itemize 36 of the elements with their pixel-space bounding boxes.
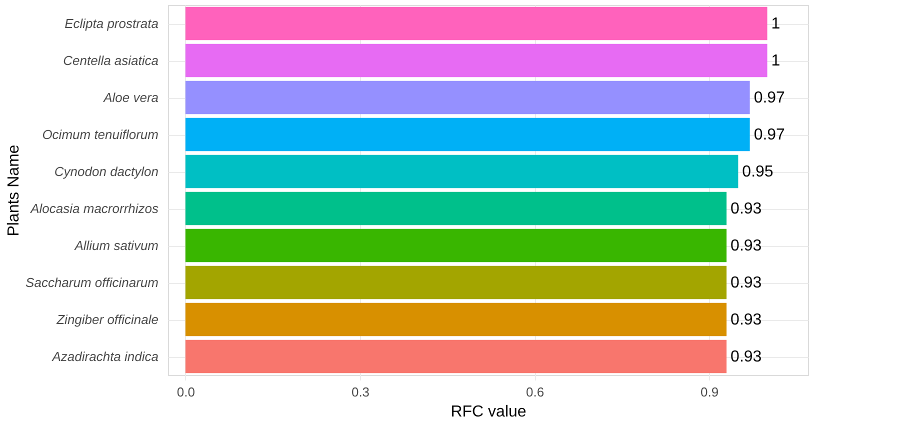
data-label: 1	[771, 16, 780, 32]
y-tick-label: Zingiber officinale	[56, 312, 158, 327]
bar	[185, 6, 768, 40]
bar	[185, 192, 727, 226]
y-tick-label: Ocimum tenuiflorum	[42, 127, 159, 142]
bar	[185, 80, 750, 114]
x-tick-label: 0.0	[176, 384, 195, 400]
bar	[185, 266, 727, 300]
x-tick-label: 0.3	[351, 384, 370, 400]
data-label: 0.93	[730, 238, 762, 254]
bar	[185, 228, 727, 262]
bar	[185, 302, 727, 336]
bar	[185, 340, 727, 374]
data-label: 0.93	[730, 348, 762, 366]
data-label: 0.97	[754, 90, 786, 106]
data-label: 0.97	[754, 126, 786, 144]
y-tick-label: Allium sativum	[74, 238, 159, 253]
data-label: 0.93	[730, 312, 762, 328]
y-tick-label: Centella asiatica	[63, 53, 158, 68]
y-tick-label: Eclipta prostrata	[64, 16, 158, 31]
bar	[185, 154, 738, 188]
y-tick-label: Saccharum officinarum	[26, 275, 159, 290]
data-label: 0.93	[730, 274, 762, 292]
data-label: 1	[771, 52, 780, 70]
x-axis-title: RFC value	[450, 404, 526, 420]
x-tick-label: 0.6	[526, 384, 544, 400]
y-tick-label: Aloe vera	[102, 90, 158, 105]
bar	[185, 118, 750, 152]
x-tick-label: 0.9	[700, 384, 719, 400]
y-tick-label: Alocasia macrorrhizos	[30, 201, 159, 216]
data-label: 0.95	[742, 164, 774, 180]
data-label: 0.93	[730, 200, 762, 218]
y-axis-title: Plants Name	[6, 144, 23, 236]
y-tick-label: Azadirachta indica	[51, 349, 158, 364]
bar	[185, 44, 768, 78]
y-tick-label: Cynodon dactylon	[54, 164, 158, 179]
